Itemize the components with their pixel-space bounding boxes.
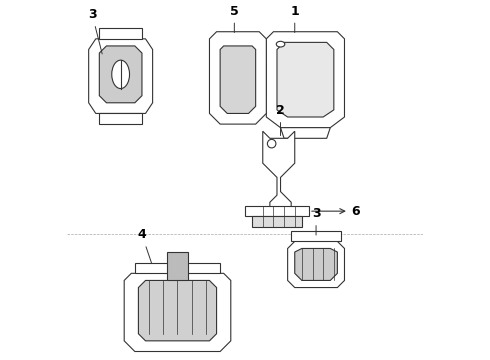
Polygon shape (167, 252, 188, 280)
Polygon shape (209, 32, 267, 124)
Polygon shape (99, 46, 142, 103)
Polygon shape (281, 128, 330, 138)
Polygon shape (220, 46, 256, 113)
Ellipse shape (112, 60, 129, 89)
Polygon shape (295, 248, 338, 280)
Polygon shape (252, 67, 267, 96)
Polygon shape (267, 32, 344, 128)
Text: 1: 1 (291, 5, 299, 32)
Polygon shape (288, 241, 344, 288)
Ellipse shape (268, 139, 276, 148)
Polygon shape (89, 39, 152, 113)
Text: 5: 5 (230, 5, 239, 32)
Polygon shape (245, 206, 309, 216)
Polygon shape (138, 280, 217, 341)
Polygon shape (252, 216, 302, 227)
Polygon shape (277, 42, 334, 117)
Polygon shape (99, 113, 142, 124)
Text: 4: 4 (138, 228, 152, 264)
Text: 3: 3 (312, 207, 320, 235)
Text: 6: 6 (312, 204, 360, 218)
Polygon shape (291, 231, 341, 241)
Polygon shape (124, 273, 231, 351)
Polygon shape (135, 263, 220, 273)
Polygon shape (99, 28, 142, 39)
Text: 2: 2 (276, 104, 285, 136)
Text: 3: 3 (88, 8, 102, 54)
Ellipse shape (276, 41, 285, 47)
Polygon shape (263, 131, 295, 210)
